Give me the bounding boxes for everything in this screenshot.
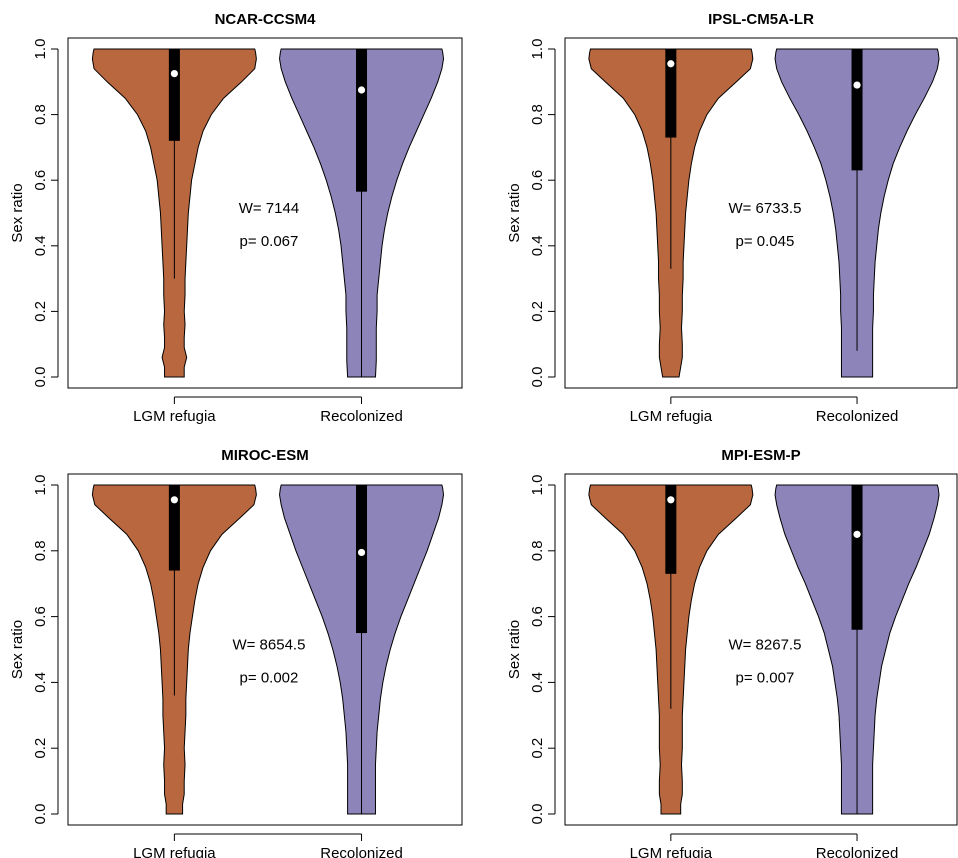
y-axis-label: Sex ratio bbox=[506, 620, 523, 679]
y-tick-label: 0.2 bbox=[529, 738, 546, 759]
x-tick-label: LGM refugia bbox=[133, 845, 216, 858]
y-tick-label: 0.0 bbox=[32, 804, 49, 825]
median-dot bbox=[853, 81, 861, 89]
stat-p: p= 0.067 bbox=[240, 233, 299, 250]
y-tick-label: 0.2 bbox=[32, 301, 49, 322]
y-tick-label: 0.2 bbox=[32, 738, 49, 759]
panel-title: MIROC-ESM bbox=[221, 447, 309, 464]
panel-title: NCAR-CCSM4 bbox=[215, 11, 316, 28]
y-tick-label: 0.4 bbox=[32, 672, 49, 693]
x-tick-label: LGM refugia bbox=[630, 408, 713, 425]
iqr-box bbox=[168, 49, 180, 141]
y-tick-label: 0.2 bbox=[529, 301, 546, 322]
iqr-box bbox=[168, 485, 180, 571]
plot-frame bbox=[67, 473, 463, 826]
stat-p: p= 0.045 bbox=[736, 233, 795, 250]
panel-2: IPSL-CM5A-LR 0.0 0.2 0.4 0.6 0.8 1.0 Sex ratio L… bbox=[506, 11, 958, 425]
median-dot bbox=[170, 496, 178, 504]
median-dot bbox=[853, 530, 861, 538]
y-tick-label: 0.8 bbox=[32, 104, 49, 125]
stat-w: W= 8654.5 bbox=[232, 637, 305, 654]
panel-1: NCAR-CCSM4 0.0 0.2 0.4 0.6 0.8 1.0 Sex ratio LGM… bbox=[9, 11, 463, 425]
y-tick-label: 0.6 bbox=[32, 606, 49, 627]
y-axis-label: Sex ratio bbox=[9, 183, 26, 242]
y-tick-label: 0.8 bbox=[529, 104, 546, 125]
y-axis-label: Sex ratio bbox=[9, 620, 26, 679]
iqr-box bbox=[851, 485, 863, 630]
y-tick-label: 0.0 bbox=[32, 367, 49, 388]
x-tick-label: LGM refugia bbox=[133, 408, 216, 425]
iqr-box bbox=[356, 485, 368, 634]
plot-frame bbox=[67, 37, 463, 389]
y-tick-label: 0.4 bbox=[32, 235, 49, 256]
median-dot bbox=[667, 60, 675, 68]
stat-w: W= 7144 bbox=[239, 200, 299, 217]
y-tick-label: 0.6 bbox=[32, 170, 49, 191]
plot-frame bbox=[564, 37, 958, 389]
stat-w: W= 8267.5 bbox=[728, 637, 801, 654]
y-tick-label: 0.0 bbox=[529, 367, 546, 388]
x-tick-label: Recolonized bbox=[320, 845, 403, 858]
y-tick-label: 1.0 bbox=[32, 475, 49, 496]
y-tick-label: 0.8 bbox=[529, 540, 546, 561]
median-dot bbox=[357, 86, 366, 94]
panel-3: MIROC-ESM 0.0 0.2 0.4 0.6 0.8 1.0 Sex ratio LGM … bbox=[9, 447, 463, 858]
x-tick-label: Recolonized bbox=[816, 408, 899, 425]
iqr-box bbox=[665, 485, 677, 574]
panel-title: IPSL-CM5A-LR bbox=[708, 11, 814, 28]
iqr-box bbox=[356, 49, 368, 192]
y-axis-label: Sex ratio bbox=[506, 183, 523, 242]
y-tick-label: 0.8 bbox=[32, 540, 49, 561]
x-tick-label: Recolonized bbox=[320, 408, 403, 425]
iqr-box bbox=[851, 49, 863, 171]
y-tick-label: 0.6 bbox=[529, 606, 546, 627]
stat-p: p= 0.007 bbox=[736, 669, 795, 686]
y-tick-label: 1.0 bbox=[529, 39, 546, 60]
plot-frame bbox=[564, 473, 958, 826]
y-tick-label: 0.4 bbox=[529, 235, 546, 256]
x-tick-label: LGM refugia bbox=[630, 845, 713, 858]
median-dot bbox=[170, 70, 178, 78]
panel-4: MPI-ESM-P 0.0 0.2 0.4 0.6 0.8 1.0 Sex ratio LGM … bbox=[506, 447, 958, 858]
y-tick-label: 1.0 bbox=[529, 475, 546, 496]
median-dot bbox=[667, 496, 675, 504]
y-tick-label: 0.0 bbox=[529, 804, 546, 825]
y-tick-label: 0.6 bbox=[529, 170, 546, 191]
y-tick-label: 1.0 bbox=[32, 39, 49, 60]
panel-title: MPI-ESM-P bbox=[721, 447, 800, 464]
median-dot bbox=[357, 548, 366, 557]
stat-w: W= 6733.5 bbox=[728, 200, 801, 217]
y-tick-label: 0.4 bbox=[529, 672, 546, 693]
stat-p: p= 0.002 bbox=[240, 669, 299, 686]
iqr-box bbox=[665, 49, 677, 138]
x-tick-label: Recolonized bbox=[816, 845, 899, 858]
